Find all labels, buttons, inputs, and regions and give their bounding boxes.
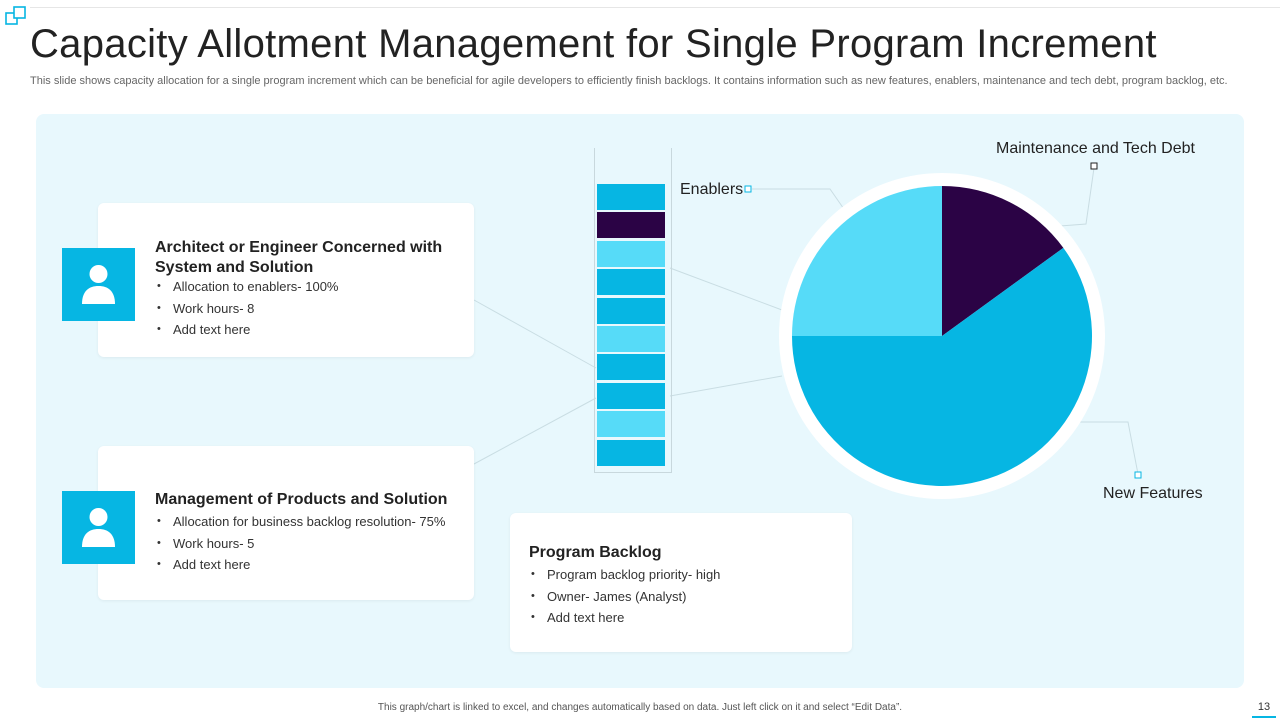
capacity-block xyxy=(597,326,665,352)
page-title: Capacity Allotment Management for Single… xyxy=(30,22,1157,66)
top-rule xyxy=(30,7,1280,8)
architect-card: Architect or Engineer Concerned with Sys… xyxy=(98,203,474,357)
capacity-stack-frame xyxy=(594,148,672,473)
management-card-bullets: Allocation for business backlog resoluti… xyxy=(155,511,465,576)
label-enablers: Enablers xyxy=(680,181,744,198)
management-card-title: Management of Products and Solution xyxy=(155,491,448,508)
user-icon xyxy=(82,265,115,304)
capacity-block xyxy=(597,212,665,239)
capacity-block xyxy=(597,240,665,267)
capacity-block xyxy=(597,184,665,210)
program-backlog-title: Program Backlog xyxy=(529,544,662,561)
capacity-block xyxy=(597,354,665,381)
list-item: Work hours- 5 xyxy=(155,533,465,555)
pie-slice-new-features xyxy=(792,247,1092,487)
capacity-block xyxy=(597,382,665,409)
label-new-features: New Features xyxy=(1103,485,1203,502)
pie-chart-svg xyxy=(779,173,1105,511)
capacity-block xyxy=(597,411,665,438)
list-item: Add text here xyxy=(155,319,465,341)
management-avatar xyxy=(62,491,135,564)
pie-chart xyxy=(778,172,1106,511)
list-item: Allocation for business backlog resoluti… xyxy=(155,511,465,533)
program-backlog-card: Program Backlog Program backlog priority… xyxy=(510,513,852,652)
footnote: This graph/chart is linked to excel, and… xyxy=(377,702,903,713)
list-item: Owner- James (Analyst) xyxy=(529,586,839,608)
pie-slice-maintenance-and-tech-debt xyxy=(942,186,1064,336)
user-icon xyxy=(82,508,115,547)
list-item: Program backlog priority- high xyxy=(529,564,839,586)
architect-card-bullets: Allocation to enablers- 100% Work hours-… xyxy=(155,276,465,341)
pie-slice-enablers xyxy=(792,186,942,336)
logo-icon xyxy=(5,6,26,25)
program-backlog-bullets: Program backlog priority- high Owner- Ja… xyxy=(529,564,839,629)
label-maintenance-tech-debt: Maintenance and Tech Debt xyxy=(996,140,1195,157)
page-number: 13 xyxy=(1252,698,1276,718)
management-card: Management of Products and Solution Allo… xyxy=(98,446,474,600)
architect-avatar xyxy=(62,248,135,321)
architect-card-title: Architect or Engineer Concerned with Sys… xyxy=(155,239,443,276)
list-item: Allocation to enablers- 100% xyxy=(155,276,465,298)
capacity-block xyxy=(597,297,665,324)
capacity-block xyxy=(597,439,665,466)
list-item: Work hours- 8 xyxy=(155,298,465,320)
list-item: Add text here xyxy=(155,554,465,576)
list-item: Add text here xyxy=(529,607,839,629)
capacity-block xyxy=(597,269,665,296)
page-subtitle: This slide shows capacity allocation for… xyxy=(30,75,1228,87)
